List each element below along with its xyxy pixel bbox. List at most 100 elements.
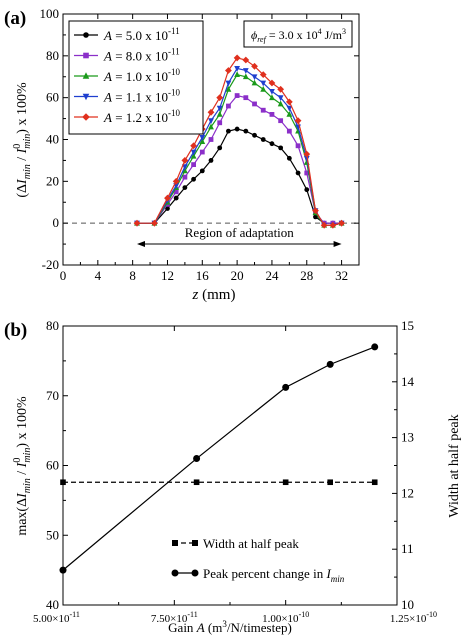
y-left-tick-label-b-4: 80	[46, 318, 59, 333]
data-point-a-2	[251, 79, 258, 86]
data-point-a-2	[181, 167, 188, 174]
data-point-a-3	[181, 164, 188, 171]
data-point-a-4	[329, 221, 337, 229]
legend-entries-a: A = 5.0 x 10-11 A = 8.0 x 10-11 A = 1.0 x …	[74, 26, 181, 125]
x-axis-label-b: Gain A (m3/N/timestep)	[168, 619, 292, 635]
legend-label-a-2: A = 1.0 x 10-10	[103, 67, 181, 84]
data-point-a-3	[251, 74, 258, 81]
data-point-a-4	[151, 219, 158, 227]
y-left-tick-label-b-3: 70	[46, 388, 59, 403]
y-tick-label-a-5: 80	[46, 48, 59, 63]
data-point-a-4	[207, 108, 215, 116]
data-point-b-1	[282, 383, 290, 391]
data-point-a-4	[320, 221, 328, 229]
x-tick-label-b-0: 5.00×10-11	[33, 610, 80, 625]
legend-marker-peak-left	[171, 569, 179, 577]
data-point-a-0	[191, 176, 196, 182]
x-tick-label-a-3: 12	[161, 268, 174, 283]
y-axis-right-label-b: Width at half peak	[447, 414, 462, 517]
data-point-a-4	[312, 207, 319, 215]
data-point-a-0	[278, 145, 284, 151]
legend-a: A = 5.0 x 10-11 A = 8.0 x 10-11 A = 1.0 x …	[68, 20, 204, 135]
data-point-b-1	[326, 360, 334, 368]
data-point-b-0	[60, 479, 66, 486]
y-axis-ticks-a: -20 0 20 40 60 80 100	[40, 6, 359, 272]
data-point-a-4	[251, 62, 258, 70]
data-point-b-1	[371, 343, 379, 351]
data-point-a-3	[242, 68, 249, 74]
data-point-b-1	[59, 566, 67, 574]
x-tick-label-a-8: 32	[335, 268, 348, 283]
legend-label-a-0: A = 5.0 x 10-11	[103, 26, 180, 43]
data-point-a-0	[199, 168, 205, 174]
data-point-a-3	[234, 65, 241, 72]
x-tick-label-a-6: 24	[265, 268, 279, 283]
data-point-a-4	[259, 71, 267, 79]
region-arrow-right-head	[333, 241, 342, 247]
data-point-a-2	[199, 138, 206, 144]
region-annotation: Region of adaptation	[137, 225, 342, 247]
data-point-a-1	[173, 189, 179, 195]
data-point-b-1	[193, 455, 201, 463]
data-point-a-4	[277, 85, 285, 93]
y-tick-label-a-2: 20	[46, 173, 59, 188]
data-point-a-0	[226, 128, 231, 134]
data-point-a-0	[234, 126, 240, 132]
y-left-tick-label-b-0: 40	[46, 597, 59, 612]
y-tick-label-a-4: 60	[46, 90, 59, 105]
data-point-a-4	[216, 94, 224, 102]
legend-label-peak: Peak percent change in Imin	[203, 566, 345, 584]
legend-label-a-4: A = 1.2 x 10-10	[103, 108, 181, 125]
x-tick-label-b-2: 1.00×10-10	[262, 610, 309, 625]
data-point-a-1	[295, 143, 301, 149]
x-tick-label-b-1: 7.50×10-11	[151, 610, 198, 625]
data-point-a-3	[303, 155, 310, 162]
data-point-a-0	[182, 185, 188, 191]
region-label: Region of adaptation	[185, 225, 295, 240]
data-point-a-1	[278, 118, 284, 124]
data-point-a-2	[225, 85, 232, 92]
data-point-a-4	[225, 67, 232, 74]
data-point-a-0	[165, 206, 170, 211]
legend-label-a-1: A = 8.0 x 10-11	[103, 47, 180, 64]
data-point-a-1	[269, 112, 275, 117]
x-tick-label-a-7: 28	[300, 268, 313, 283]
data-point-a-4	[268, 79, 276, 87]
legend-marker-a-3	[82, 93, 90, 101]
x-axis-ticks-b: 5.00×10-11 7.50×10-11 1.00×10-10 1.25×10-10	[33, 326, 437, 625]
data-point-a-3	[199, 135, 206, 141]
data-point-a-1	[191, 162, 196, 167]
data-point-a-0	[286, 155, 292, 161]
legend-marker-a-2	[82, 72, 90, 79]
region-arrow-left-head	[137, 241, 145, 247]
y-right-tick-label-b-2: 12	[401, 485, 414, 500]
data-point-a-1	[243, 95, 249, 101]
data-point-a-3	[225, 80, 232, 87]
legend-marker-peak-right	[191, 569, 199, 577]
data-point-a-1	[304, 170, 310, 176]
data-point-a-1	[226, 103, 231, 109]
data-point-a-1	[208, 137, 214, 142]
legend-box-a	[68, 20, 204, 135]
legend-label-width: Width at half peak	[203, 536, 299, 551]
panel-b: (b) 5.00×10-11 7.50×10-11 1.00×10-10 1.25×1…	[4, 318, 462, 635]
data-point-a-0	[313, 214, 318, 220]
data-point-a-3	[269, 88, 275, 95]
phi-box	[243, 20, 353, 48]
data-point-b-0	[282, 479, 289, 486]
data-point-a-4	[133, 219, 141, 227]
data-point-a-4	[190, 142, 197, 150]
panel-label-a: (a)	[4, 8, 26, 29]
data-point-a-4	[303, 150, 311, 158]
data-point-a-3	[216, 105, 223, 112]
data-point-a-4	[285, 98, 293, 106]
phi-label: ϕref = 3.0 x 104 J/m3	[251, 27, 346, 44]
y-axis-right-ticks-b: 10 11 12 13 14 15	[392, 318, 415, 612]
data-point-a-3	[190, 149, 197, 156]
data-point-b-0	[371, 479, 378, 486]
legend-marker-a-4	[82, 113, 90, 121]
series-group-b	[59, 343, 379, 574]
x-tick-label-b-3: 1.25×10-10	[390, 610, 437, 625]
data-point-a-4	[233, 54, 241, 62]
